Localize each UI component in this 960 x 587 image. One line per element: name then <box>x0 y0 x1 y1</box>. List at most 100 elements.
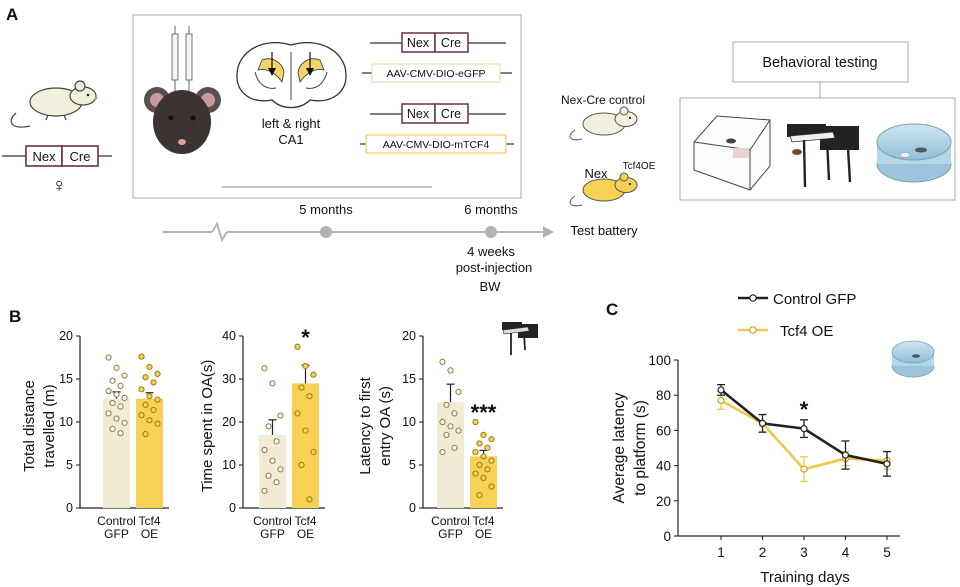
timeline-5-months: 5 months <box>299 202 353 217</box>
test-battery-label: Test battery <box>570 223 638 238</box>
xlabel: Training days <box>760 569 850 586</box>
data-point <box>142 401 149 408</box>
x-tick-label: 2 <box>759 545 767 560</box>
data-point <box>472 470 479 477</box>
data-point <box>439 418 446 426</box>
data-point <box>277 466 284 473</box>
y-tick-label: 20 <box>222 415 236 429</box>
data-point <box>117 382 124 389</box>
x-tick-label: Tcf4 <box>294 514 316 528</box>
data-point <box>150 406 157 414</box>
timeline-6-months: 6 months <box>464 202 518 217</box>
y-tick-label: 100 <box>648 353 671 368</box>
black-mouse-head <box>144 87 221 154</box>
oe-mouse-illustration <box>569 172 638 207</box>
data-point <box>105 387 112 395</box>
data-point <box>306 496 313 503</box>
data-point <box>298 384 305 391</box>
data-point <box>113 415 120 422</box>
panel-b-label: B <box>9 307 21 326</box>
data-point <box>273 438 280 445</box>
ylabel-line1: Average latency <box>611 392 628 503</box>
construct-egfp: Nex Cre AAV-CMV-DIO-eGFP <box>362 32 512 83</box>
panel-a-label: A <box>6 5 18 24</box>
group-oe-base: Nex <box>584 166 608 181</box>
ylabel-line2: entry OA (s) <box>377 386 394 466</box>
y-tick-label: 5 <box>409 458 416 472</box>
y-tick-label: 5 <box>66 458 73 472</box>
y-tick-label: 0 <box>409 501 416 515</box>
x-tick-label: Control <box>253 514 292 528</box>
injection-region-text: CA1 <box>278 132 303 147</box>
brain-section-illustration <box>236 41 347 109</box>
chart-latency-first-entry: Latency to first entry OA (s) 0 5 10 15 20 Co… <box>357 322 538 541</box>
y-tick-label: 40 <box>656 459 671 474</box>
chart-total-distance: Total distance travelled (m) 0 5 10 15 20 Con… <box>21 329 169 541</box>
x-tick-label: 1 <box>717 545 725 560</box>
data-point <box>261 365 268 372</box>
data-point <box>113 364 120 371</box>
data-point <box>310 449 317 456</box>
injection-site-text: left & right <box>262 116 321 131</box>
x-tick-label: 4 <box>842 545 850 560</box>
y-tick-label: 15 <box>59 372 73 386</box>
data-point <box>117 403 124 410</box>
data-point <box>480 474 487 481</box>
data-point <box>138 386 145 393</box>
nex-cre-construct-female: Nex Cre ♀ <box>2 145 112 197</box>
data-point <box>117 430 124 437</box>
data-point <box>294 410 301 417</box>
data-point <box>105 354 112 361</box>
data-point <box>476 461 483 469</box>
data-point <box>265 423 272 430</box>
bw-label: BW <box>480 279 502 294</box>
data-point <box>121 394 128 402</box>
data-point <box>302 427 309 434</box>
cre-left-label: Nex <box>32 149 56 164</box>
significance-marker: * <box>800 397 809 422</box>
y-tick-label: 40 <box>222 329 236 343</box>
construct2-nex: Nex <box>407 107 430 121</box>
data-point <box>261 446 268 454</box>
y-tick-label: 0 <box>663 529 671 544</box>
data-point <box>302 363 309 370</box>
y-tick-label: 0 <box>229 501 236 515</box>
construct1-nex: Nex <box>407 36 430 50</box>
y-tick-label: 20 <box>59 329 73 343</box>
data-point <box>138 412 145 419</box>
ylabel-line2: travelled (m) <box>41 384 58 467</box>
construct1-vector: AAV-CMV-DIO-eGFP <box>387 68 486 80</box>
data-point <box>121 372 128 379</box>
data-point <box>439 358 446 365</box>
construct2-cre: Cre <box>441 107 461 121</box>
data-point <box>142 374 149 381</box>
data-point <box>298 461 305 469</box>
chart-water-maze-latency: Average latency to platform (s) Training… <box>611 291 935 586</box>
y-tick-label: 0 <box>66 501 73 515</box>
data-point <box>138 353 145 360</box>
panel-c: C Average latency to platform (s) Traini… <box>606 291 935 586</box>
data-point <box>113 391 120 398</box>
legend-control-marker <box>749 294 757 302</box>
data-point <box>142 430 149 438</box>
data-point <box>488 436 495 443</box>
control-mouse-illustration <box>569 106 638 141</box>
data-point <box>472 418 479 426</box>
data-point <box>451 410 458 417</box>
x-tick-label: Tcf4 <box>138 514 160 528</box>
y-tick-label: 10 <box>402 415 416 429</box>
data-point <box>269 380 276 387</box>
construct-mtcf4: Nex Cre AAV-CMV-DIO-mTCF4 <box>360 103 514 154</box>
female-mouse-illustration <box>10 80 98 128</box>
y-tick-label: 10 <box>59 415 73 429</box>
water-maze-icon <box>891 340 935 378</box>
series-tcf4-oe-point <box>800 465 808 473</box>
data-point <box>476 492 483 499</box>
data-point <box>121 419 128 426</box>
panel-c-label: C <box>606 300 618 319</box>
construct2-vector: AAV-CMV-DIO-mTCF4 <box>383 139 490 151</box>
legend-oe-label: Tcf4 OE <box>780 323 833 340</box>
series-control-gfp-point <box>717 386 725 394</box>
